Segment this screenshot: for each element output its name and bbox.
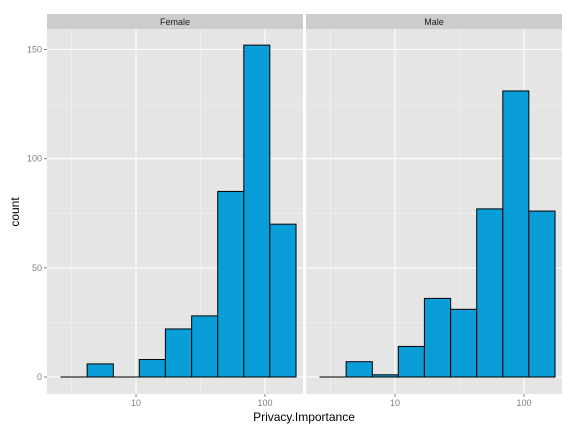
- y-axis: 0 50 100 150: [27, 45, 47, 382]
- histogram-bar: [243, 44, 271, 378]
- x-axis: 10 100 10 100: [131, 394, 532, 408]
- facet-strip-label: Male: [424, 17, 444, 27]
- facet-panels: Female Male: [47, 14, 562, 394]
- histogram-bar: [86, 363, 114, 378]
- histogram-bar: [269, 223, 297, 378]
- histogram-bar: [138, 359, 166, 378]
- histogram-bar: [371, 374, 399, 378]
- histogram-bar: [476, 208, 504, 378]
- facet-panel-female: Female: [47, 14, 303, 394]
- facet-panel-male: Male: [306, 14, 562, 394]
- histogram-bar: [164, 328, 193, 378]
- y-tick-label: 0: [37, 372, 42, 382]
- histogram-bar: [502, 90, 530, 378]
- histogram-bar: [217, 190, 245, 378]
- y-tick-label: 100: [27, 154, 42, 164]
- x-tick-label: 10: [390, 398, 400, 408]
- x-tick-label: 10: [131, 398, 141, 408]
- histogram-bar: [191, 315, 219, 378]
- x-tick-label: 100: [257, 398, 272, 408]
- y-tick-label: 150: [27, 45, 42, 55]
- histogram-bar: [450, 308, 478, 378]
- y-tick-label: 50: [32, 263, 42, 273]
- histogram-bar: [397, 345, 425, 378]
- histogram-bar: [345, 361, 373, 378]
- x-axis-title: Privacy.Importance: [253, 410, 355, 424]
- y-axis-title: count: [8, 197, 22, 227]
- facet-strip: [47, 14, 303, 29]
- facet-strip-label: Female: [160, 17, 190, 27]
- x-tick-label: 100: [516, 398, 531, 408]
- histogram-bar: [423, 297, 452, 378]
- facet-strip: [306, 14, 562, 29]
- histogram-bar: [528, 210, 556, 378]
